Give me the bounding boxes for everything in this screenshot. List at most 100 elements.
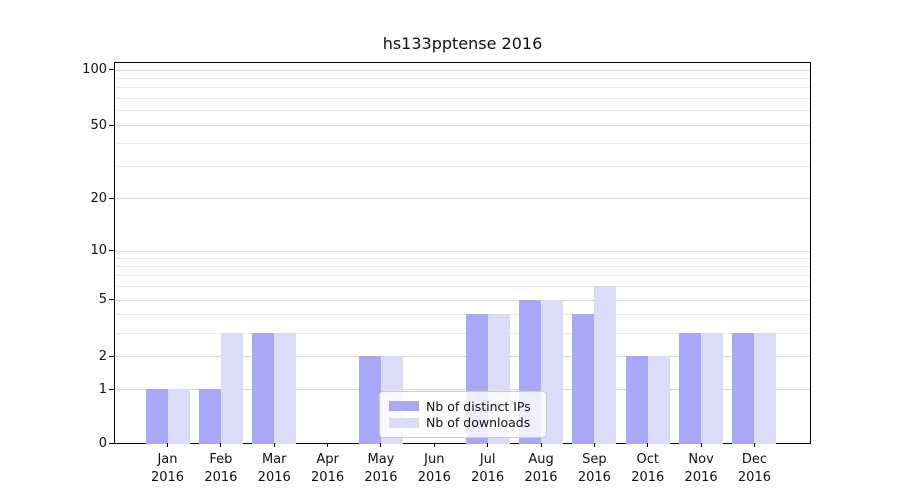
- x-tick-label-line: Oct: [636, 452, 659, 467]
- gridline-minor: [115, 142, 810, 144]
- y-tick-mark: [109, 250, 114, 251]
- x-tick-label-line: Nov: [688, 452, 714, 467]
- bar-distinct-ips-jan: [145, 389, 168, 444]
- gridline-minor: [115, 314, 810, 315]
- chart-title: hs133pptense 2016: [382, 34, 543, 53]
- bar-distinct-ips-sep: [572, 314, 595, 444]
- bar-downloads-mar: [274, 332, 297, 444]
- bar-distinct-ips-oct: [625, 356, 648, 444]
- legend-item-downloads: Nb of downloads: [389, 415, 537, 430]
- x-tick-label-nov: Nov 2016: [669, 451, 733, 486]
- gridline-major: [115, 250, 810, 252]
- x-tick-label-line: 2016: [204, 469, 238, 485]
- x-tick-label-line: Apr: [316, 452, 339, 467]
- y-tick-mark: [109, 355, 114, 357]
- x-tick-mark: [647, 443, 649, 447]
- x-tick-label-line: 2016: [364, 469, 398, 485]
- gridline-minor: [115, 98, 810, 100]
- legend-swatch-distinct-ips-icon: [389, 401, 419, 412]
- gridline-minor: [115, 78, 810, 79]
- x-tick-mark: [487, 443, 489, 447]
- x-tick-label-line: 2016: [737, 469, 771, 485]
- x-tick-label-jul: Jul 2016: [456, 451, 520, 486]
- gridline-major: [115, 125, 810, 126]
- x-tick-label-sep: Sep 2016: [562, 451, 626, 486]
- x-tick-label-line: 2016: [150, 469, 185, 485]
- x-tick-label-line: 2016: [577, 469, 611, 485]
- x-tick-label-line: Aug: [528, 452, 554, 467]
- x-tick-mark: [220, 443, 222, 447]
- y-tick-mark: [109, 299, 114, 300]
- x-tick-label-line: Feb: [209, 452, 233, 467]
- bar-downloads-oct: [647, 356, 670, 444]
- y-tick-mark: [109, 388, 114, 390]
- x-tick-label-line: May: [367, 452, 395, 467]
- bar-downloads-sep: [594, 286, 617, 444]
- x-tick-mark: [593, 443, 595, 447]
- y-tick-label: 2: [98, 348, 107, 364]
- y-tick-label: 0: [98, 436, 107, 451]
- x-tick-label-line: Sep: [582, 452, 607, 467]
- x-tick-mark: [273, 443, 275, 447]
- x-tick-label-line: Jun: [424, 452, 445, 467]
- gridline-minor: [115, 110, 810, 112]
- y-tick-label: 10: [90, 243, 107, 258]
- x-tick-label-dec: Dec 2016: [722, 451, 786, 486]
- legend: Nb of distinct IPs Nb of downloads: [379, 391, 547, 438]
- x-tick-label-jan: Jan 2016: [136, 451, 200, 486]
- x-tick-label-line: Dec: [741, 452, 768, 467]
- legend-label-downloads: Nb of downloads: [426, 415, 531, 431]
- bar-downloads-dec: [754, 332, 777, 444]
- bar-distinct-ips-may: [358, 356, 381, 444]
- gridline-minor: [115, 165, 810, 167]
- legend-swatch-downloads-icon: [389, 417, 419, 428]
- x-tick-mark: [327, 443, 329, 447]
- gridline-minor: [115, 266, 810, 267]
- x-tick-label-jun: Jun 2016: [402, 451, 466, 486]
- x-tick-label-aug: Aug 2016: [509, 451, 573, 486]
- y-tick-label: 100: [82, 62, 107, 77]
- x-tick-mark: [540, 443, 542, 447]
- y-tick-mark: [109, 443, 114, 444]
- x-tick-label-line: 2016: [524, 469, 558, 485]
- x-tick-label-line: 2016: [311, 469, 345, 485]
- legend-label-distinct-ips: Nb of distinct IPs: [426, 398, 531, 414]
- x-tick-label-mar: Mar 2016: [242, 451, 306, 486]
- gridline-minor: [115, 257, 810, 259]
- bar-downloads-nov: [701, 332, 724, 444]
- x-tick-mark: [380, 443, 382, 447]
- bar-distinct-ips-nov: [679, 332, 702, 444]
- y-tick-mark: [109, 197, 114, 199]
- gridline-major: [115, 356, 810, 357]
- x-tick-label-line: 2016: [471, 469, 505, 485]
- x-tick-label-line: Mar: [261, 452, 287, 467]
- y-tick-mark: [109, 124, 114, 126]
- x-tick-label-line: 2016: [257, 469, 291, 485]
- gridline-major: [115, 198, 810, 199]
- x-tick-label-apr: Apr 2016: [296, 451, 360, 486]
- y-tick-label: 5: [98, 292, 107, 307]
- y-tick-label: 1: [98, 381, 107, 397]
- x-tick-label-oct: Oct 2016: [616, 451, 680, 486]
- y-tick-label: 50: [90, 117, 107, 133]
- y-tick-mark: [109, 69, 114, 70]
- gridline-major: [115, 389, 810, 390]
- y-tick-label: 20: [90, 190, 107, 206]
- x-tick-label-line: Jul: [479, 452, 496, 467]
- x-tick-mark: [700, 443, 702, 447]
- bar-distinct-ips-dec: [732, 332, 755, 444]
- gridline-minor: [115, 87, 810, 89]
- bar-distinct-ips-feb: [198, 389, 221, 444]
- x-tick-label-may: May 2016: [349, 451, 413, 486]
- gridline-minor: [115, 332, 810, 334]
- legend-item-distinct-ips: Nb of distinct IPs: [389, 399, 537, 414]
- x-tick-mark: [753, 443, 755, 447]
- x-tick-label-line: 2016: [417, 469, 451, 485]
- x-tick-mark: [433, 443, 435, 447]
- gridline-minor: [115, 286, 810, 287]
- x-tick-label-line: Jan: [157, 452, 178, 467]
- bar-distinct-ips-mar: [252, 332, 275, 444]
- x-tick-label-line: 2016: [684, 469, 718, 485]
- gridline-major: [115, 299, 810, 301]
